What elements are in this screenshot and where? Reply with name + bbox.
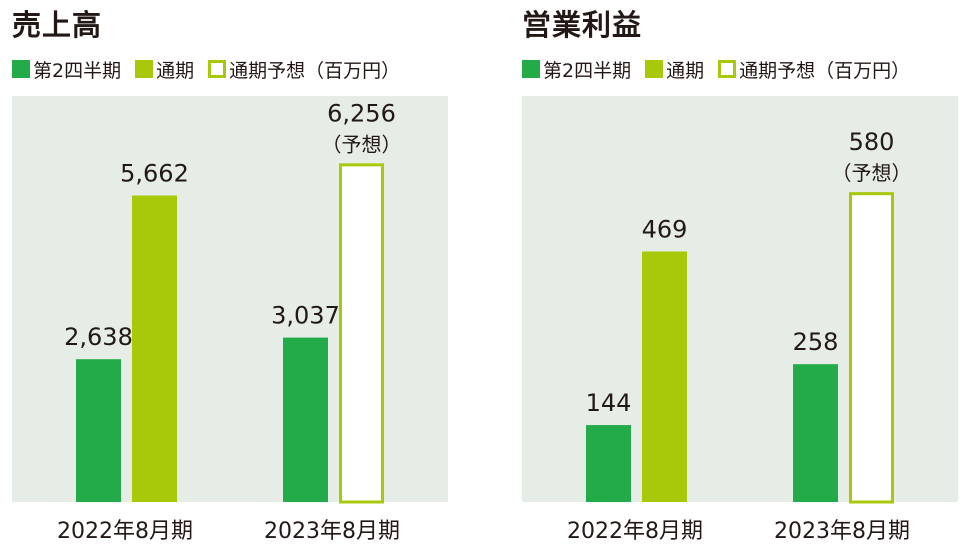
q2-bar <box>586 425 631 502</box>
category-label: 2022年8月期 <box>57 519 193 544</box>
legend-item-forecast: 通期予想 （百万円） <box>718 56 910 83</box>
legend-unit: （百万円） <box>815 59 911 82</box>
sales-bar-chart: 2,638 5,662 2022年8月期 3,037 （予想） 6,256 2023年8月期 <box>57 99 402 544</box>
sales-chart-panel: 売上高 第2四半期 通期 通期予想 （百万円） 2,638 5,662 2022年8… <box>12 0 452 554</box>
legend-unit: （百万円） <box>305 59 401 82</box>
legend-item-q2: 第2四半期 <box>12 56 121 83</box>
operating-profit-legend: 第2四半期 通期 通期予想 （百万円） <box>522 56 910 83</box>
legend-item-full: 通期 <box>645 56 704 83</box>
q2-bar <box>283 337 328 502</box>
legend-item-forecast: 通期予想 （百万円） <box>208 56 400 83</box>
legend-label-full: 通期 <box>666 59 705 82</box>
forecast-bar <box>849 192 894 504</box>
legend-label-full: 通期 <box>156 59 195 82</box>
legend-label-forecast: 通期予想 <box>229 59 306 82</box>
operating-profit-bar-chart: 144 469 2022年8月期 258 （予想） 580 2023年8月期 <box>567 128 912 544</box>
data-label: 3,037 <box>271 302 340 330</box>
legend-swatch-full <box>135 60 154 78</box>
data-label: 258 <box>793 328 839 356</box>
legend-swatch-q2 <box>522 60 540 78</box>
legend-label-q2: 第2四半期 <box>33 59 122 82</box>
category-label: 2023年8月期 <box>264 519 400 544</box>
legend-swatch-full <box>645 60 664 78</box>
legend-label-q2: 第2四半期 <box>543 59 632 82</box>
q2-bar <box>793 364 838 502</box>
data-label: 144 <box>586 389 632 417</box>
forecast-note-label: （予想） <box>832 161 912 185</box>
legend-swatch-forecast <box>718 60 737 78</box>
data-label: 580 <box>849 128 895 156</box>
full-year-bar <box>132 195 177 502</box>
data-label: 6,256 <box>327 99 396 127</box>
sales-legend: 第2四半期 通期 通期予想 （百万円） <box>12 56 400 83</box>
data-label: 469 <box>642 215 688 243</box>
operating-profit-chart-panel: 営業利益 第2四半期 通期 通期予想 （百万円） 144 469 2022年8月期 2… <box>522 0 962 554</box>
forecast-note-label: （予想） <box>322 132 402 156</box>
data-label: 5,662 <box>120 159 189 187</box>
operating-profit-chart-title: 営業利益 <box>522 8 643 42</box>
category-label: 2022年8月期 <box>567 519 703 544</box>
legend-item-full: 通期 <box>135 56 194 83</box>
legend-label-forecast: 通期予想 <box>739 59 816 82</box>
legend-swatch-q2 <box>12 60 30 78</box>
q2-bar <box>76 359 121 502</box>
legend-item-q2: 第2四半期 <box>522 56 631 83</box>
legend-swatch-forecast <box>208 60 227 78</box>
full-year-bar <box>642 251 687 502</box>
data-label: 2,638 <box>64 323 133 351</box>
category-label: 2023年8月期 <box>774 519 910 544</box>
sales-chart-title: 売上高 <box>12 8 103 42</box>
forecast-bar <box>339 163 384 504</box>
